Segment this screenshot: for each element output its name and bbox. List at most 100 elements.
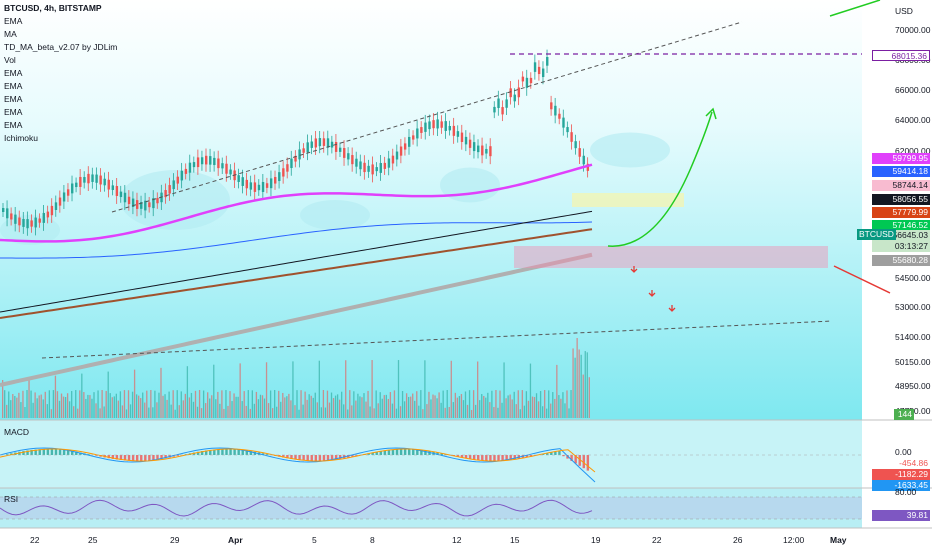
candle-body xyxy=(54,202,58,210)
macd-bar xyxy=(440,453,443,455)
legend-item[interactable]: Vol xyxy=(4,55,16,65)
candle-body xyxy=(144,200,147,211)
macd-value-tag: -1633.45 xyxy=(872,480,930,491)
volume-bar xyxy=(42,399,44,418)
volume-bar xyxy=(548,390,550,418)
rsi-label[interactable]: RSI xyxy=(4,494,19,504)
volume-bar xyxy=(424,360,426,418)
volume-bar xyxy=(326,390,329,418)
rsi-line xyxy=(0,499,593,517)
macd-bar xyxy=(395,449,399,455)
candle-body xyxy=(322,138,326,146)
macd-bar xyxy=(221,449,224,455)
volume-bar xyxy=(373,408,375,418)
candle-body xyxy=(371,164,374,175)
candle-body xyxy=(172,180,175,190)
legend-item[interactable]: EMA xyxy=(4,16,23,26)
volume-bar xyxy=(81,373,83,418)
candle-body xyxy=(6,208,9,219)
price-tick: 53000.00 xyxy=(895,302,931,312)
candle-body xyxy=(452,125,456,136)
candle-body xyxy=(294,155,297,162)
volume-bar xyxy=(60,393,63,418)
macd-bar xyxy=(209,449,212,455)
price-tick: 62000.00 xyxy=(895,146,931,156)
legend-item[interactable]: EMA xyxy=(4,81,23,91)
macd-bar xyxy=(391,449,395,455)
volume-bar xyxy=(474,404,477,418)
candle-body xyxy=(537,66,541,75)
candle-body xyxy=(83,177,86,183)
macd-label[interactable]: MACD xyxy=(4,427,30,437)
volume-bar xyxy=(412,393,414,418)
candle-body xyxy=(87,173,90,184)
volume-bar xyxy=(150,390,152,418)
price-tag: 55680.28 xyxy=(872,255,930,266)
volume-bar xyxy=(432,394,434,418)
macd-bar xyxy=(111,455,115,459)
volume-bar xyxy=(420,390,422,418)
arrow-head xyxy=(705,107,717,120)
candle-body xyxy=(391,155,395,164)
macd-bar xyxy=(294,455,297,460)
macd-bar xyxy=(127,455,131,461)
volume-bar xyxy=(241,401,243,418)
time-tick: 25 xyxy=(88,535,98,545)
volume-bar xyxy=(156,402,158,418)
macd-bar xyxy=(578,455,581,466)
candle-body xyxy=(379,162,382,173)
price-tag: 59799.95 xyxy=(872,153,930,164)
candle-body xyxy=(257,184,261,191)
candle-body xyxy=(26,219,29,229)
volume-bar xyxy=(318,360,320,418)
volume-bar xyxy=(174,409,176,418)
volume-bar xyxy=(192,401,195,418)
volume-bar xyxy=(58,400,61,418)
legend-item[interactable]: MA xyxy=(4,29,17,39)
macd-bar xyxy=(38,449,41,455)
volume-bar xyxy=(572,348,574,418)
macd-bar xyxy=(95,455,98,456)
macd-bar xyxy=(123,455,127,461)
volume-bar xyxy=(539,391,542,418)
volume-bar xyxy=(436,398,438,418)
bullish-projection-arrow xyxy=(607,111,713,247)
volume-bar xyxy=(300,390,302,418)
price-tick: 66000.00 xyxy=(895,85,931,95)
legend-item[interactable]: EMA xyxy=(4,68,23,78)
volume-bar xyxy=(334,395,337,418)
candle-body xyxy=(383,162,387,169)
legend-item[interactable]: Ichimoku xyxy=(4,133,39,143)
legend-item[interactable]: EMA xyxy=(4,120,23,130)
legend-item[interactable]: TD_MA_beta_v2.07 by JDLim xyxy=(4,42,118,52)
volume-bar xyxy=(552,392,554,418)
volume-bar xyxy=(408,396,410,418)
candle-body xyxy=(196,157,200,168)
volume-bar xyxy=(6,404,8,418)
macd-bar xyxy=(420,449,423,455)
volume-bar xyxy=(399,406,402,418)
volume-bar xyxy=(253,403,256,418)
macd-bar xyxy=(229,449,232,455)
legend-item[interactable]: EMA xyxy=(4,94,23,104)
macd-bar xyxy=(493,455,496,461)
candle-body xyxy=(456,131,460,137)
volume-bar xyxy=(75,390,77,418)
candle-body xyxy=(111,185,115,190)
macd-bar xyxy=(586,455,590,471)
symbol-title[interactable]: BTCUSD, 4h, BITSTAMP xyxy=(4,3,102,13)
volume-bar xyxy=(190,392,193,418)
volume-bar xyxy=(385,394,387,418)
legend-item[interactable]: EMA xyxy=(4,107,23,117)
volume-bar xyxy=(97,390,99,418)
volume-bar xyxy=(245,405,247,418)
candle-body xyxy=(62,192,66,202)
time-tick: 26 xyxy=(733,535,743,545)
candle-body xyxy=(188,162,192,173)
candle-body xyxy=(302,148,305,153)
volume-bar xyxy=(107,371,109,418)
macd-bar xyxy=(290,455,293,459)
candle-body xyxy=(493,106,496,113)
candle-body xyxy=(395,151,399,160)
